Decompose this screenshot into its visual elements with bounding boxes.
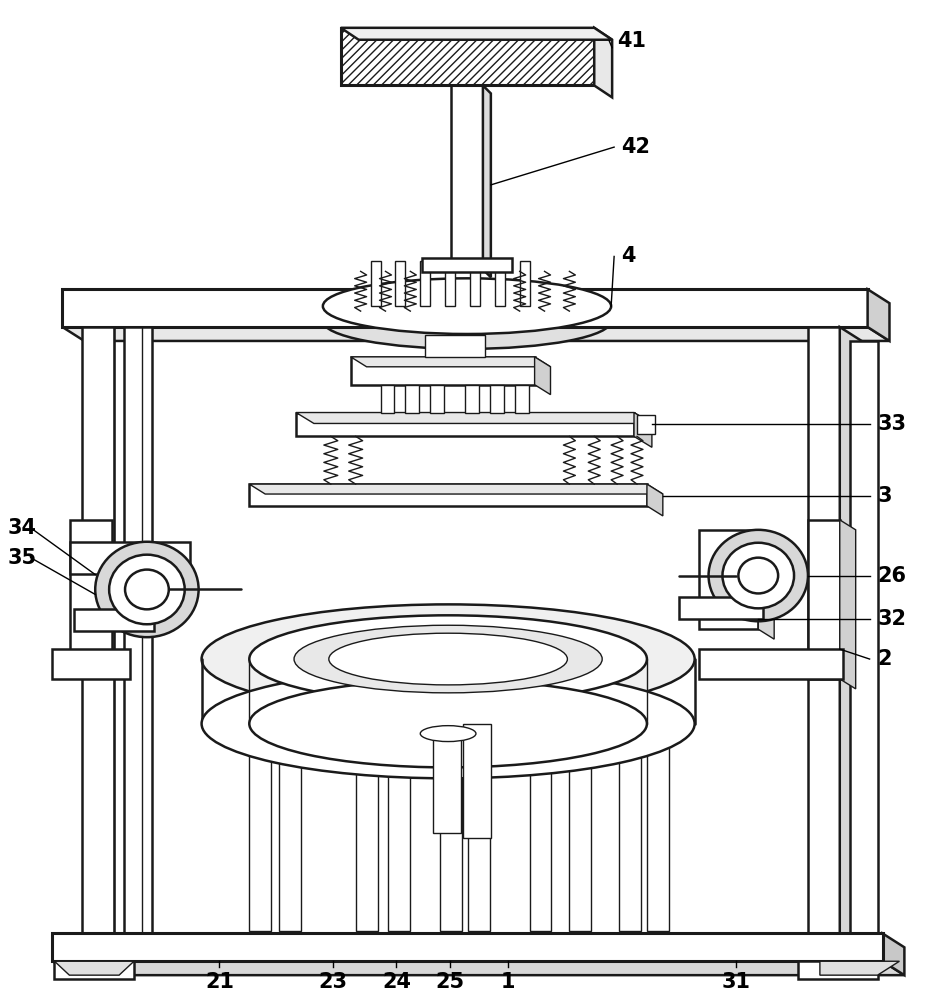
Ellipse shape [250, 615, 647, 703]
Polygon shape [883, 933, 904, 975]
Bar [70, 520, 112, 674]
Ellipse shape [709, 530, 808, 621]
Ellipse shape [202, 669, 695, 778]
Bar [54, 961, 134, 979]
Bar [440, 724, 462, 931]
Text: 23: 23 [318, 972, 347, 992]
Bar [698, 530, 758, 629]
Bar [75, 609, 154, 631]
Ellipse shape [739, 558, 778, 593]
Ellipse shape [250, 680, 647, 767]
Text: 31: 31 [722, 972, 751, 992]
Bar [647, 724, 669, 931]
Bar [430, 385, 444, 413]
Polygon shape [340, 28, 612, 40]
Polygon shape [840, 520, 856, 689]
Bar [463, 724, 491, 838]
Bar [808, 520, 840, 679]
Text: 1: 1 [500, 972, 515, 992]
Text: 42: 42 [621, 137, 650, 157]
Text: 32: 32 [878, 609, 907, 629]
Ellipse shape [125, 570, 169, 609]
Bar [250, 484, 647, 506]
Polygon shape [868, 289, 889, 341]
Polygon shape [840, 327, 862, 947]
Bar [468, 724, 490, 931]
Ellipse shape [202, 604, 695, 714]
Polygon shape [351, 357, 551, 367]
Bar [490, 385, 504, 413]
Bar [250, 724, 271, 931]
Polygon shape [758, 530, 774, 639]
Bar [296, 413, 634, 436]
Bar [679, 597, 763, 619]
Bar [280, 724, 301, 931]
Ellipse shape [323, 278, 611, 334]
Bar [420, 261, 430, 306]
Polygon shape [52, 961, 904, 975]
Bar [520, 261, 529, 306]
Bar [82, 327, 114, 933]
Text: 33: 33 [878, 414, 907, 434]
Polygon shape [54, 961, 134, 975]
Bar [465, 385, 479, 413]
Text: 34: 34 [7, 518, 36, 538]
Text: 41: 41 [617, 31, 646, 51]
Bar [423, 258, 511, 272]
Polygon shape [595, 28, 612, 97]
Polygon shape [250, 484, 663, 494]
Bar [124, 327, 151, 933]
Bar [529, 724, 552, 931]
Bar [52, 933, 883, 961]
Text: 26: 26 [878, 566, 907, 586]
Polygon shape [820, 961, 899, 975]
Bar [355, 724, 378, 931]
Polygon shape [63, 327, 889, 341]
Bar [470, 261, 480, 306]
Bar [451, 85, 482, 269]
Text: 3: 3 [878, 486, 892, 506]
Text: 21: 21 [205, 972, 234, 992]
Bar [445, 261, 455, 306]
Ellipse shape [294, 625, 602, 693]
Bar [569, 724, 591, 931]
Ellipse shape [420, 726, 476, 742]
Bar [70, 542, 190, 574]
Ellipse shape [723, 543, 794, 608]
Bar [52, 649, 130, 679]
Text: 35: 35 [7, 548, 36, 568]
Bar [396, 261, 406, 306]
Bar [351, 357, 535, 385]
Bar [340, 28, 595, 85]
Ellipse shape [109, 555, 185, 624]
Polygon shape [647, 484, 663, 516]
Polygon shape [535, 357, 551, 395]
Text: 25: 25 [436, 972, 465, 992]
Text: 4: 4 [621, 246, 636, 266]
Bar [381, 385, 395, 413]
Ellipse shape [329, 633, 568, 685]
Bar [63, 289, 868, 327]
Polygon shape [296, 413, 652, 423]
Ellipse shape [323, 293, 611, 349]
Bar [619, 724, 641, 931]
Bar [698, 649, 842, 679]
Bar [406, 385, 419, 413]
Text: 2: 2 [878, 649, 892, 669]
Bar [808, 327, 840, 933]
Bar [370, 261, 381, 306]
Bar [637, 415, 654, 434]
Polygon shape [482, 85, 491, 277]
Polygon shape [634, 413, 652, 447]
Bar [850, 341, 878, 947]
Bar [798, 961, 878, 979]
Text: 24: 24 [381, 972, 410, 992]
Bar [425, 335, 485, 357]
Bar [433, 734, 461, 833]
Ellipse shape [95, 542, 198, 637]
Bar [515, 385, 528, 413]
Bar [388, 724, 410, 931]
Bar [495, 261, 505, 306]
